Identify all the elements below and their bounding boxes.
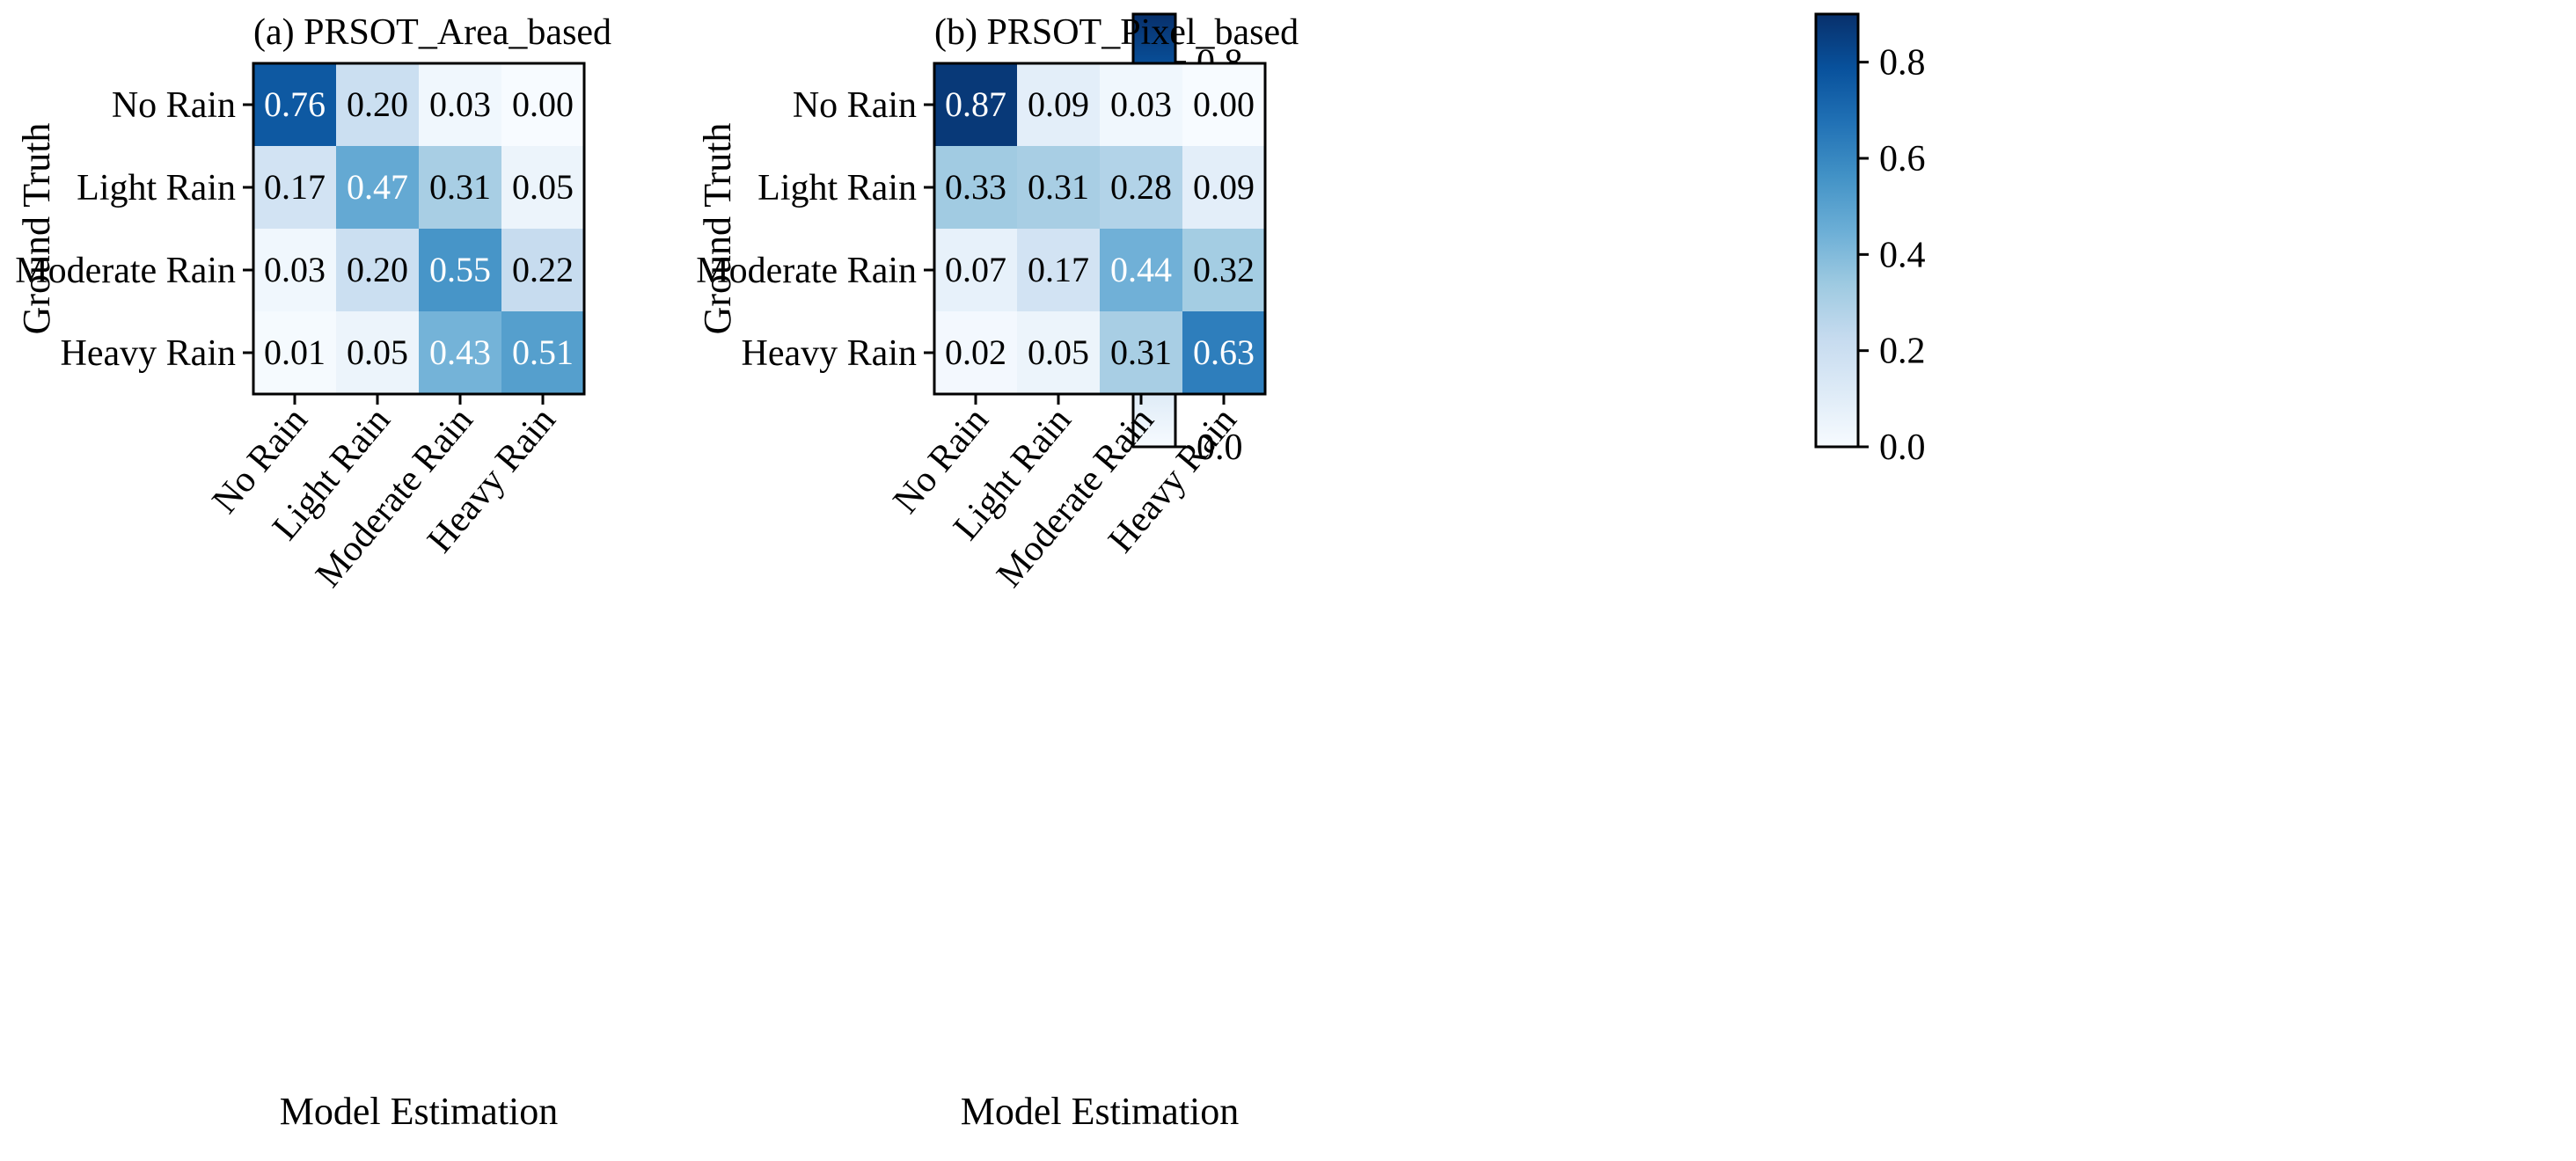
colorbar-tick-label: 0.4 bbox=[1879, 235, 1926, 275]
y-tick-label: Heavy Rain bbox=[61, 333, 236, 374]
x-axis-label: Model Estimation bbox=[280, 1090, 559, 1133]
y-tick-label: Moderate Rain bbox=[15, 251, 236, 291]
colorbar bbox=[1814, 12, 1860, 449]
heatmap-cell bbox=[1100, 229, 1182, 311]
cell-value-label: 0.63 bbox=[1193, 332, 1255, 372]
cell-value-label: 0.51 bbox=[512, 332, 574, 372]
heatmap-cell bbox=[934, 311, 1017, 394]
cell-value-label: 0.09 bbox=[1193, 167, 1255, 207]
cell-value-label: 0.05 bbox=[347, 332, 408, 372]
heatmap-cell bbox=[934, 146, 1017, 229]
colorbar-tick-label: 0.0 bbox=[1197, 427, 1243, 468]
cell-value-label: 0.31 bbox=[429, 167, 491, 207]
cell-value-label: 0.01 bbox=[264, 332, 326, 372]
heatmap-cell bbox=[253, 311, 336, 394]
cell-value-label: 0.76 bbox=[264, 84, 326, 124]
cell-value-label: 0.03 bbox=[264, 250, 326, 289]
cell-value-label: 0.00 bbox=[512, 84, 574, 124]
heatmap-cell bbox=[336, 63, 419, 146]
cell-value-label: 0.55 bbox=[429, 250, 491, 289]
cell-value-label: 0.02 bbox=[945, 332, 1006, 372]
heatmap-cell bbox=[934, 229, 1017, 311]
heatmap-cell bbox=[1017, 146, 1100, 229]
heatmap-cell bbox=[1100, 146, 1182, 229]
heatmap-cell bbox=[419, 311, 501, 394]
y-tick-label: No Rain bbox=[793, 85, 917, 126]
cell-value-label: 0.07 bbox=[945, 250, 1006, 289]
heatmap-cell bbox=[419, 229, 501, 311]
cell-value-label: 0.03 bbox=[1110, 84, 1172, 124]
y-axis-label: Ground Truth bbox=[696, 123, 739, 335]
heatmap-cell bbox=[1182, 229, 1265, 311]
heatmap-cell bbox=[253, 63, 336, 146]
cell-value-label: 0.33 bbox=[945, 167, 1006, 207]
cell-value-label: 0.00 bbox=[1193, 84, 1255, 124]
colorbar-tick-label: 0.0 bbox=[1879, 427, 1926, 468]
cell-value-label: 0.17 bbox=[264, 167, 326, 207]
heatmap-cell bbox=[1182, 311, 1265, 394]
cell-value-label: 0.03 bbox=[429, 84, 491, 124]
heatmap-cell bbox=[1017, 311, 1100, 394]
heatmap-cell bbox=[336, 229, 419, 311]
cell-value-label: 0.43 bbox=[429, 332, 491, 372]
cell-value-label: 0.05 bbox=[512, 167, 574, 207]
cell-value-label: 0.31 bbox=[1028, 167, 1089, 207]
cell-value-label: 0.09 bbox=[1028, 84, 1089, 124]
heatmap-cell bbox=[1100, 63, 1182, 146]
heatmap-cell bbox=[1182, 63, 1265, 146]
heatmap-cell bbox=[501, 146, 584, 229]
y-tick-label: Light Rain bbox=[77, 168, 236, 208]
panel-title: (b) PRSOT_Pixel_based bbox=[934, 12, 1299, 53]
heatmap-frame bbox=[933, 62, 1267, 396]
heatmap-cell bbox=[336, 311, 419, 394]
x-axis-label: Model Estimation bbox=[961, 1090, 1240, 1133]
y-tick-label: Moderate Rain bbox=[696, 251, 917, 291]
heatmap-cell bbox=[1017, 229, 1100, 311]
heatmap-cell bbox=[1182, 146, 1265, 229]
cell-value-label: 0.87 bbox=[945, 84, 1006, 124]
heatmap-cell bbox=[419, 146, 501, 229]
heatmap-panel-b: 0.87 0.09 0.03 0.00 0.33 0.31 0.28 0.09 0.07 0.17… bbox=[696, 12, 1926, 1133]
y-tick-label: No Rain bbox=[112, 85, 236, 126]
cell-value-label: 0.17 bbox=[1028, 250, 1089, 289]
heatmap-cell bbox=[501, 229, 584, 311]
heatmap-cell bbox=[1100, 311, 1182, 394]
colorbar-tick-label: 0.6 bbox=[1879, 139, 1926, 179]
heatmap-cell bbox=[336, 146, 419, 229]
heatmap-frame bbox=[252, 62, 586, 396]
y-tick-label: Heavy Rain bbox=[742, 333, 917, 374]
heatmap-cell bbox=[501, 63, 584, 146]
colorbar-tick-label: 0.2 bbox=[1879, 332, 1926, 372]
heatmap-cell bbox=[501, 311, 584, 394]
y-tick-label: Light Rain bbox=[757, 168, 917, 208]
heatmap-cell bbox=[934, 63, 1017, 146]
panel-title: (a) PRSOT_Area_based bbox=[253, 12, 611, 53]
heatmap-cell bbox=[253, 146, 336, 229]
heatmap-cell bbox=[419, 63, 501, 146]
colorbar-tick-label: 0.8 bbox=[1879, 43, 1926, 84]
cell-value-label: 0.47 bbox=[347, 167, 408, 207]
heatmap-cell bbox=[1017, 63, 1100, 146]
y-axis-label: Ground Truth bbox=[15, 123, 58, 335]
cell-value-label: 0.05 bbox=[1028, 332, 1089, 372]
cell-value-label: 0.22 bbox=[512, 250, 574, 289]
cell-value-label: 0.32 bbox=[1193, 250, 1255, 289]
cell-value-label: 0.20 bbox=[347, 84, 408, 124]
cell-value-label: 0.20 bbox=[347, 250, 408, 289]
heatmap-cell bbox=[253, 229, 336, 311]
cell-value-label: 0.28 bbox=[1110, 167, 1172, 207]
cell-value-label: 0.31 bbox=[1110, 332, 1172, 372]
cell-value-label: 0.44 bbox=[1110, 250, 1172, 289]
